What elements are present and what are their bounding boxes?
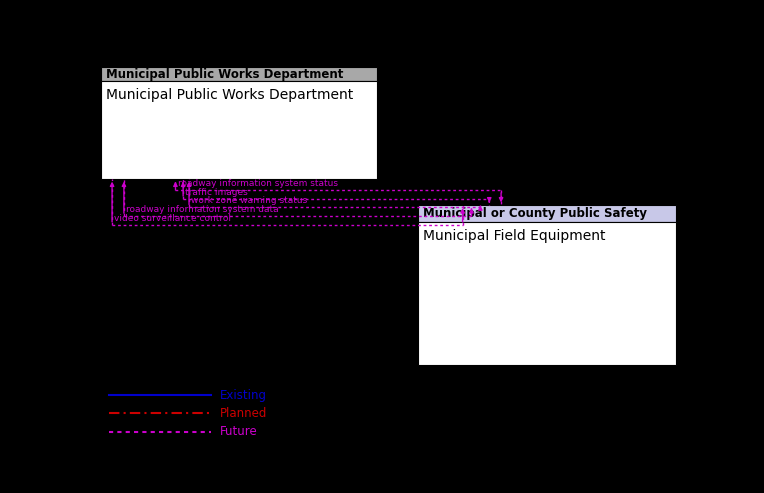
Text: Municipal Public Works Department: Municipal Public Works Department: [106, 68, 344, 80]
Text: traffic images: traffic images: [186, 188, 248, 197]
Text: Municipal Public Works Department: Municipal Public Works Department: [106, 88, 354, 102]
Text: Future: Future: [220, 425, 257, 438]
Bar: [418, 222, 676, 365]
Bar: [102, 81, 377, 179]
Text: video surveillance control: video surveillance control: [115, 214, 231, 223]
Text: Planned: Planned: [220, 407, 267, 420]
Bar: [418, 205, 676, 222]
Text: Municipal or County Public Safety: Municipal or County Public Safety: [423, 207, 647, 220]
Text: roadway information system data: roadway information system data: [126, 205, 279, 214]
Text: Existing: Existing: [220, 388, 267, 402]
Text: roadway information system status: roadway information system status: [178, 179, 338, 188]
Bar: [102, 67, 377, 81]
Text: Municipal Field Equipment: Municipal Field Equipment: [423, 229, 605, 243]
Text: work zone warning status: work zone warning status: [192, 196, 308, 205]
